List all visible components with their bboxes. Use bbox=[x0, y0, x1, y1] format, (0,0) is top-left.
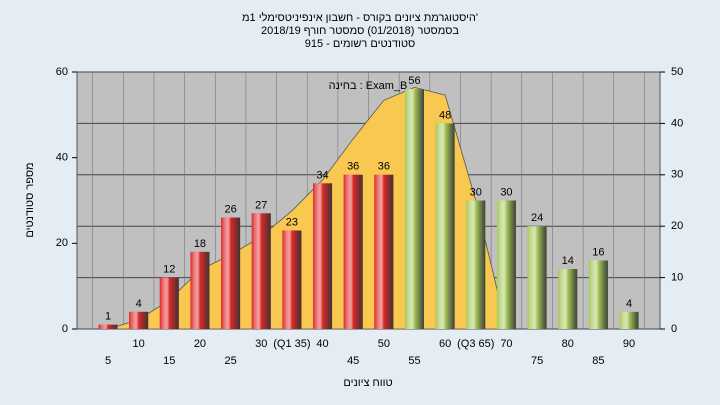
x-tick-label: 75 bbox=[531, 355, 543, 367]
chart-subtitle: סטודנטים רשומים - 915 bbox=[305, 38, 416, 50]
x-tick-label: 30 bbox=[255, 338, 267, 350]
chart-title: היסטוגרמת ציונים בקורס - חשבון אינפיניטס… bbox=[242, 11, 478, 24]
x-tick-label: 45 bbox=[347, 355, 359, 367]
data-label: 14 bbox=[562, 255, 574, 267]
bar bbox=[282, 230, 302, 329]
x-tick-label: 20 bbox=[194, 338, 206, 350]
x-tick-label: 50 bbox=[378, 338, 390, 350]
y-tick-label: 40 bbox=[56, 152, 68, 164]
bar bbox=[221, 217, 241, 329]
y-tick-label: 20 bbox=[56, 237, 68, 249]
data-label: 36 bbox=[378, 161, 390, 173]
x-tick-label: 85 bbox=[592, 355, 604, 367]
bar bbox=[466, 200, 486, 329]
data-label: 24 bbox=[531, 212, 543, 224]
x-tick-label: 25 bbox=[224, 355, 236, 367]
data-label: 36 bbox=[347, 161, 359, 173]
y-tick-label: 0 bbox=[62, 323, 68, 335]
bar bbox=[374, 174, 394, 329]
bar bbox=[129, 311, 149, 329]
y2-tick-label: 10 bbox=[671, 272, 683, 284]
x-tick-label: (Q3 65) bbox=[457, 338, 494, 350]
data-label: 12 bbox=[163, 264, 175, 276]
x-tick-label: 70 bbox=[500, 338, 512, 350]
data-label: 48 bbox=[439, 109, 451, 121]
bar bbox=[527, 226, 547, 329]
data-label: 26 bbox=[224, 204, 236, 216]
y-tick-label: 60 bbox=[56, 66, 68, 78]
bar bbox=[435, 123, 455, 330]
y-axis-label: מספר סטודנטים bbox=[24, 162, 36, 237]
x-tick-label: 10 bbox=[133, 338, 145, 350]
bar bbox=[588, 260, 608, 329]
bar bbox=[558, 269, 578, 329]
x-tick-label: 40 bbox=[316, 338, 328, 350]
data-label: 18 bbox=[194, 238, 206, 250]
data-label: 34 bbox=[316, 169, 328, 181]
data-label: 4 bbox=[136, 298, 142, 310]
bar bbox=[313, 183, 333, 329]
x-tick-label: 90 bbox=[623, 338, 635, 350]
y2-tick-label: 40 bbox=[671, 117, 683, 129]
bar bbox=[619, 311, 639, 329]
y2-tick-label: 0 bbox=[671, 323, 677, 335]
y2-tick-label: 20 bbox=[671, 220, 683, 232]
data-label: 30 bbox=[500, 186, 512, 198]
x-tick-label: 15 bbox=[163, 355, 175, 367]
chart-subtitle: בסמסטר (01/2018) סמסטר חורף 2018/19 bbox=[261, 25, 459, 37]
bar bbox=[159, 277, 179, 329]
bar bbox=[404, 89, 425, 329]
data-label: 4 bbox=[626, 298, 632, 310]
y2-tick-label: 30 bbox=[671, 169, 683, 181]
bar bbox=[251, 213, 271, 329]
y2-tick-label: 50 bbox=[671, 66, 683, 78]
bar bbox=[496, 200, 516, 329]
x-tick-label: (Q1 35) bbox=[273, 338, 310, 350]
annotation: בחינה : Exam_B bbox=[329, 80, 408, 92]
data-label: 16 bbox=[592, 246, 604, 258]
data-label: 23 bbox=[286, 216, 298, 228]
data-label: 27 bbox=[255, 199, 267, 211]
x-axis-label: טווח ציונים bbox=[343, 377, 392, 389]
x-tick-label: 60 bbox=[439, 338, 451, 350]
bar bbox=[190, 251, 210, 329]
bar bbox=[343, 174, 363, 329]
x-tick-label: 5 bbox=[105, 355, 111, 367]
x-tick-label: 55 bbox=[408, 355, 420, 367]
data-label: 30 bbox=[470, 186, 482, 198]
bar bbox=[98, 324, 118, 329]
x-tick-label: 80 bbox=[562, 338, 574, 350]
data-label: 1 bbox=[105, 311, 111, 323]
data-label: 56 bbox=[408, 75, 420, 87]
